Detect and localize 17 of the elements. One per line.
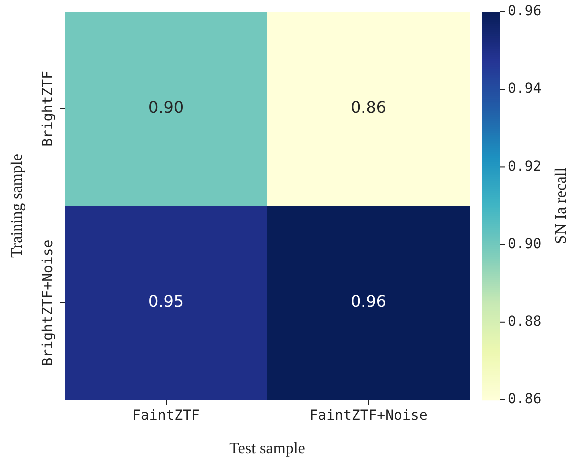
y-tick-label: BrightZTF+Noise — [40, 240, 57, 366]
y-tick-label: BrightZTF — [40, 71, 57, 147]
color-bar-label: 0.86 — [508, 392, 542, 408]
x-axis-title: Test sample — [230, 440, 306, 458]
data-label: 0.96 — [350, 292, 387, 312]
color-bar-label: 0.94 — [508, 81, 542, 98]
data-label: 0.86 — [350, 98, 387, 118]
color-bar-label: 0.92 — [508, 158, 542, 175]
x-tick-label: FaintZTF — [132, 408, 200, 424]
color-bar-title: SN Ia recall — [553, 167, 570, 244]
color-bar-label: 0.96 — [508, 4, 542, 20]
x-tick-label: FaintZTF+Noise — [310, 408, 428, 424]
y-axis-title: Training sample — [9, 154, 26, 258]
color-bar-label: 0.90 — [508, 236, 542, 252]
color-bar-label: 0.88 — [508, 314, 542, 330]
data-label: 0.95 — [148, 292, 184, 312]
data-label: 0.90 — [148, 98, 184, 118]
